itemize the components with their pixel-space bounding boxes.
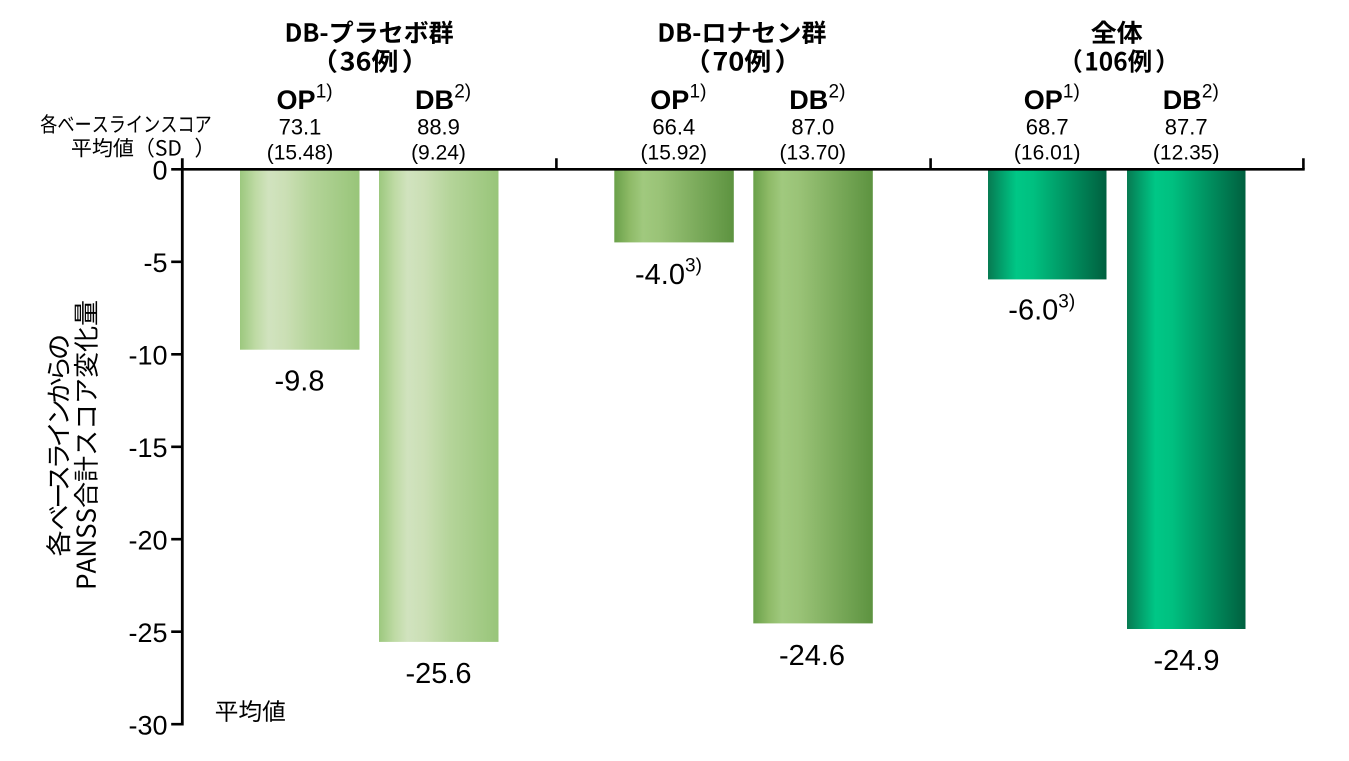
svg-text:(12.35): (12.35) — [1153, 141, 1220, 164]
svg-text:DB: DB — [415, 85, 454, 115]
svg-text:88.9: 88.9 — [417, 114, 460, 139]
svg-text:DB: DB — [789, 85, 828, 115]
svg-text:1): 1) — [1063, 82, 1080, 103]
svg-text:87.0: 87.0 — [791, 114, 834, 139]
svg-text:-15: -15 — [128, 433, 167, 463]
svg-text:-6.0: -6.0 — [1008, 295, 1058, 327]
svg-text:0: 0 — [152, 156, 167, 186]
svg-text:87.7: 87.7 — [1165, 114, 1208, 139]
svg-text:-20: -20 — [128, 526, 167, 556]
svg-text:2): 2) — [1202, 82, 1219, 103]
svg-text:OP: OP — [650, 85, 689, 115]
svg-text:(15.92): (15.92) — [641, 141, 708, 164]
svg-text:(9.24): (9.24) — [411, 141, 466, 164]
svg-text:-5: -5 — [143, 248, 167, 278]
svg-text:73.1: 73.1 — [279, 114, 322, 139]
svg-text:(16.01): (16.01) — [1014, 141, 1081, 164]
svg-text:-30: -30 — [128, 711, 167, 741]
svg-text:-4.0: -4.0 — [635, 259, 685, 291]
svg-text:3): 3) — [685, 256, 702, 277]
svg-text:2): 2) — [829, 82, 846, 103]
svg-text:1): 1) — [316, 82, 333, 103]
svg-text:66.4: 66.4 — [652, 114, 695, 139]
svg-text:OP: OP — [1024, 85, 1063, 115]
svg-text:-24.9: -24.9 — [1153, 645, 1219, 677]
svg-text:-24.6: -24.6 — [779, 640, 845, 672]
svg-text:2): 2) — [454, 82, 471, 103]
svg-text:-10: -10 — [128, 341, 167, 371]
svg-text:-25.6: -25.6 — [405, 658, 471, 690]
svg-text:68.7: 68.7 — [1026, 114, 1069, 139]
svg-text:(13.70): (13.70) — [780, 141, 847, 164]
svg-text:-25: -25 — [128, 618, 167, 648]
svg-text:1): 1) — [690, 82, 707, 103]
svg-text:-9.8: -9.8 — [275, 366, 325, 398]
svg-text:DB: DB — [1163, 85, 1202, 115]
svg-text:OP: OP — [277, 85, 316, 115]
svg-text:3): 3) — [1058, 292, 1075, 313]
svg-text:(15.48): (15.48) — [267, 141, 334, 164]
